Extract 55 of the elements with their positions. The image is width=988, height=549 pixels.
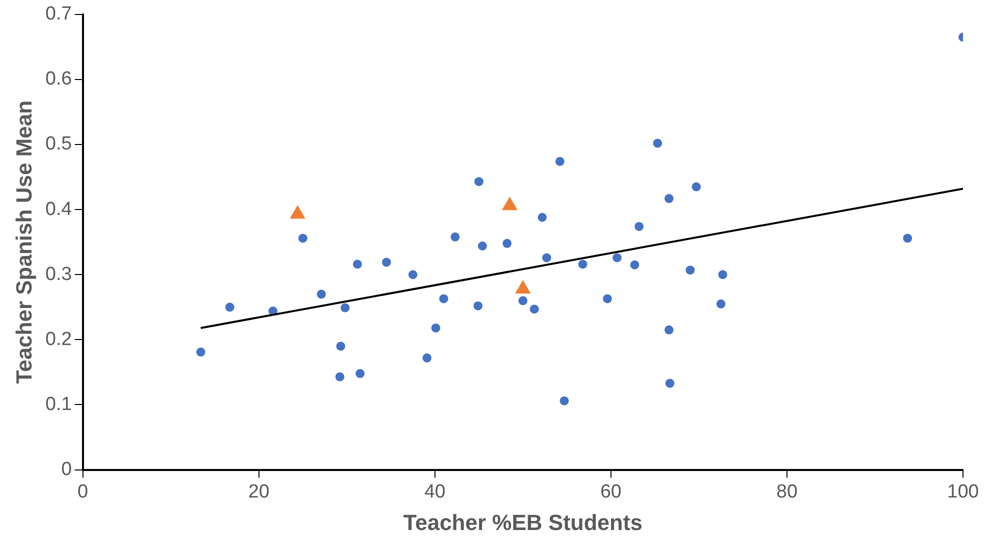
point [316, 290, 326, 299]
point [298, 234, 308, 243]
point [530, 304, 539, 314]
point [225, 302, 234, 312]
point [692, 182, 701, 192]
x-tick-label: 60 [600, 481, 622, 502]
x-tick-label: 100 [947, 481, 979, 502]
point [686, 266, 695, 275]
point [336, 342, 346, 351]
point [502, 238, 512, 248]
y-axis-title: Teacher Spanish Use Mean [11, 100, 36, 384]
point [634, 222, 644, 231]
point [382, 258, 391, 267]
x-tick-label: 0 [78, 481, 88, 502]
point [356, 369, 365, 378]
y-tick-label: 0.2 [45, 328, 72, 350]
point [664, 325, 674, 334]
point [478, 242, 487, 251]
point [560, 396, 569, 406]
point [653, 138, 662, 148]
y-tick-label: 0.4 [45, 198, 72, 220]
point [612, 253, 622, 262]
point [630, 260, 640, 270]
y-tick-label: 0.7 [45, 4, 72, 25]
point [602, 294, 612, 304]
point [431, 323, 440, 332]
point [542, 253, 552, 262]
y-tick-label: 0.5 [45, 134, 72, 155]
point [555, 156, 564, 166]
x-axis-title: Teacher %EB Students [403, 510, 643, 535]
x-tick-label: 40 [424, 481, 446, 502]
point [716, 299, 726, 308]
point [335, 372, 344, 382]
x-tick-label: 20 [248, 481, 270, 502]
x-tick-label: 80 [776, 481, 798, 502]
y-tick-label: 0.3 [45, 264, 72, 285]
point [664, 194, 674, 204]
point [665, 378, 674, 388]
y-tick-label: 0.6 [45, 68, 72, 90]
point [518, 296, 528, 306]
point [450, 232, 460, 242]
y-tick-label: 0 [61, 459, 72, 480]
point [352, 260, 362, 269]
point [196, 348, 206, 357]
point [422, 353, 432, 362]
point [903, 234, 912, 243]
point [474, 301, 483, 310]
point [538, 212, 547, 222]
point [340, 303, 350, 312]
point [408, 270, 418, 280]
point [718, 270, 728, 280]
point [474, 177, 484, 186]
y-tick-label: 0.1 [45, 394, 72, 415]
point [439, 294, 448, 304]
point [578, 260, 588, 269]
